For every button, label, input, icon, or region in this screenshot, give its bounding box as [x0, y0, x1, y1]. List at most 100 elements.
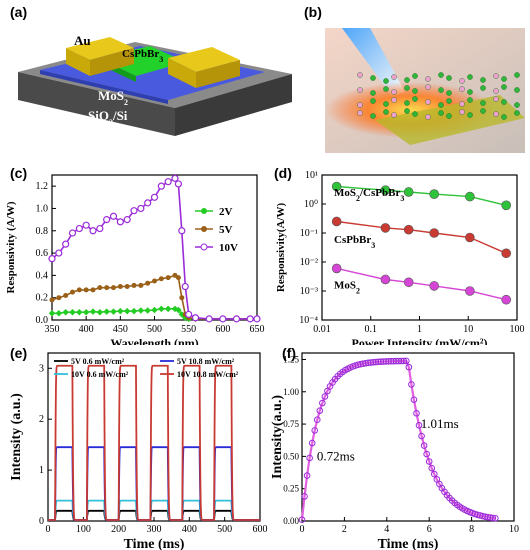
chart-c-point — [232, 315, 241, 323]
chart-c-point — [181, 282, 189, 291]
atom — [357, 72, 363, 78]
chart-c-point — [117, 307, 124, 315]
chart-f-point — [492, 514, 499, 522]
chart-e-xtick-label: 0 — [46, 524, 51, 535]
chart-c-legend-marker — [200, 243, 208, 251]
chart-d-series-label-mos2: MoS2 — [334, 280, 360, 296]
device-schematic: Au CsPbBr3 MoS2 SiO2/Si — [18, 33, 292, 136]
chart-d-point — [501, 294, 511, 305]
chart-c-point — [62, 240, 70, 248]
atom — [412, 96, 418, 102]
atom — [514, 87, 520, 93]
chart-d-point — [429, 228, 439, 238]
chart-f-ylabel: Intensity(a.u.) — [270, 395, 285, 479]
chart-f-point — [403, 357, 410, 365]
chart-d-point — [429, 189, 439, 199]
chart-c-point — [175, 306, 182, 314]
chart-c-point — [158, 276, 164, 282]
chart-c-point — [152, 278, 157, 284]
atom — [480, 100, 486, 106]
chart-e-ytick-label: 0 — [39, 516, 44, 527]
chart-c-point — [179, 295, 185, 301]
chart-c-point — [174, 180, 183, 188]
chart-e-legend-label: 10V 0.6 mW/cm² — [71, 370, 129, 379]
au-left-front — [66, 48, 90, 76]
chart-c-point — [48, 255, 56, 263]
panel-a: (a) Au CsPbBr3 MoS2 SiO2/Si — [0, 0, 300, 165]
chart-e-legend-label: 10V 10.8 mW/cm² — [177, 370, 239, 379]
chart-d-point — [403, 187, 414, 197]
chart-c-xtick-label: 600 — [215, 324, 230, 335]
chart-f-xtick-label: 4 — [384, 524, 389, 535]
panel-e-label: (e) — [10, 345, 28, 361]
chart-c-point — [69, 308, 76, 316]
chart-c-point — [83, 287, 89, 293]
chart-f-point — [423, 450, 430, 458]
chart-f-ytick-label: 0.00 — [283, 516, 299, 526]
chart-f-ytick-label: 1.25 — [283, 354, 299, 364]
au-right-top — [168, 47, 240, 72]
atom — [446, 98, 452, 104]
chart-f-point — [408, 381, 415, 388]
chart-c-xlabel: Wavelength (nm) — [110, 336, 198, 345]
atom — [438, 102, 444, 108]
chart-f-point — [390, 357, 397, 365]
chart-f-point — [321, 393, 329, 400]
atom — [370, 98, 376, 104]
atom — [467, 89, 473, 95]
chart-c-point — [56, 295, 62, 301]
chart-f-point — [306, 454, 313, 462]
chart-d-series — [331, 181, 511, 305]
atom — [391, 89, 397, 95]
au-right-front — [168, 58, 196, 88]
chart-f-point — [319, 399, 326, 407]
chart-f-point — [303, 472, 311, 479]
chart-f-ytick-label: 0.25 — [283, 484, 299, 494]
chart-e: 0 100 200 300 400 500 600 0 1 2 3 5V 0.6 mW/cm² 10V… — [9, 352, 268, 550]
chart-f-point — [387, 357, 395, 365]
chart-c-point — [55, 310, 63, 317]
chart-c-ytick-label: 0.8 — [36, 226, 49, 237]
atom — [480, 77, 486, 83]
chart-d-point — [380, 223, 391, 233]
cspbbr3-label: CsPbBr3 — [122, 48, 163, 64]
chart-d-xtick-label: 100 — [510, 324, 525, 335]
atom — [383, 101, 389, 107]
chart-c-point — [253, 315, 261, 323]
chart-f-point — [430, 470, 438, 478]
chart-e-ytick-label: 3 — [39, 363, 44, 374]
chart-c-point — [48, 310, 56, 317]
chart-c-point — [103, 216, 111, 224]
chart-c-point — [68, 229, 77, 237]
chart-d-xtick-label: 1 — [417, 324, 422, 335]
chart-e-xtick-label: 300 — [147, 524, 162, 535]
atom — [425, 76, 431, 82]
atom — [480, 85, 486, 91]
chart-f-point — [413, 409, 420, 417]
chart-f-point — [410, 396, 418, 403]
chart-d-series-label-mos2-cspbbr3: MoS2/CsPbBr3 — [334, 187, 404, 203]
chart-e-xtick-label: 500 — [217, 524, 232, 535]
chart-e-legend-label: 5V 0.6 mW/cm² — [71, 357, 125, 366]
chart-c-point — [137, 307, 145, 314]
atom — [467, 112, 473, 118]
chart-c-point — [131, 282, 137, 288]
chart-c-legend-marker — [201, 226, 207, 232]
chart-e-legend-label: 5V 10.8 mW/cm² — [177, 357, 235, 366]
atom — [501, 76, 507, 82]
chart-d-point — [403, 224, 414, 235]
chart-c-point — [97, 285, 103, 291]
chart-f-point — [392, 357, 400, 365]
au-label: Au — [74, 33, 91, 48]
atom — [493, 111, 499, 117]
chart-c-point — [150, 193, 159, 201]
chart-d-point — [501, 248, 511, 259]
chart-f-point — [377, 358, 385, 365]
atom — [357, 102, 363, 108]
atom — [391, 97, 397, 103]
chart-c-point — [219, 315, 227, 323]
chart-f-point — [489, 514, 497, 522]
atom — [459, 109, 465, 115]
chart-c-point — [123, 307, 131, 315]
chart-c-ytick-label: 0.2 — [36, 293, 49, 304]
